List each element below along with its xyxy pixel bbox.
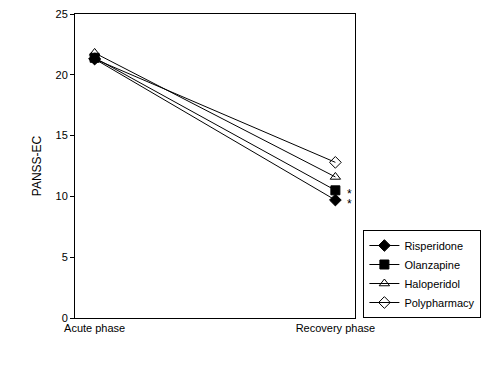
svg-text:20: 20	[56, 69, 68, 81]
svg-text:Olanzapine: Olanzapine	[404, 259, 460, 271]
svg-text:5: 5	[62, 251, 68, 263]
svg-text:Polypharmacy: Polypharmacy	[404, 297, 474, 309]
svg-text:Risperidone: Risperidone	[404, 240, 463, 252]
svg-text:25: 25	[56, 8, 68, 20]
svg-text:0: 0	[62, 312, 68, 324]
svg-text:15: 15	[56, 129, 68, 141]
svg-text:Recovery phase: Recovery phase	[296, 322, 376, 334]
svg-text:*: *	[347, 197, 352, 211]
svg-text:Acute phase: Acute phase	[64, 322, 125, 334]
svg-text:10: 10	[56, 190, 68, 202]
svg-text:*: *	[347, 187, 352, 201]
svg-text:Haloperidol: Haloperidol	[404, 278, 460, 290]
svg-text:PANSS-EC: PANSS-EC	[30, 135, 44, 196]
